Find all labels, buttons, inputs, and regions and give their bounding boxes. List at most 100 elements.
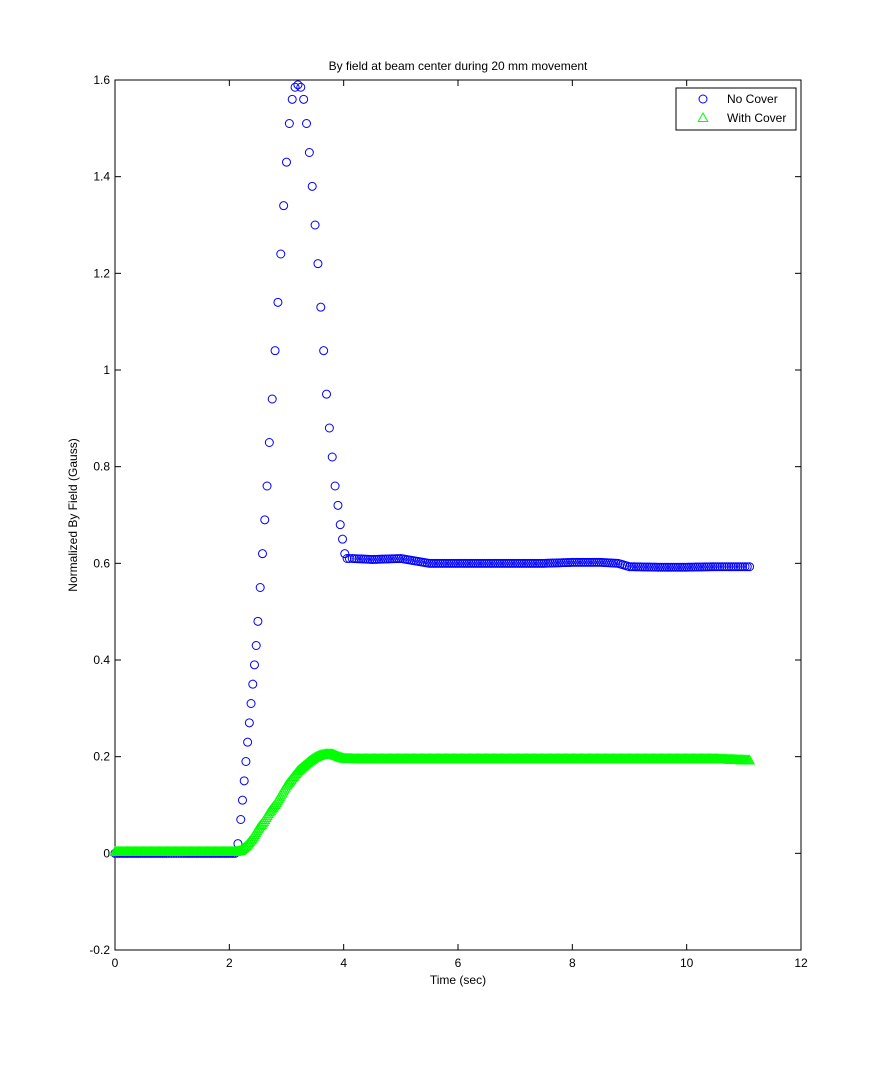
data-point bbox=[668, 562, 678, 572]
data-point bbox=[335, 520, 345, 530]
y-tick-label: 0.8 bbox=[93, 460, 110, 474]
chart-title: By field at beam center during 20 mm mov… bbox=[329, 59, 588, 73]
data-point bbox=[657, 562, 667, 572]
data-point bbox=[512, 558, 522, 568]
data-point bbox=[631, 562, 641, 572]
data-point bbox=[530, 558, 540, 568]
data-point bbox=[424, 558, 434, 568]
data-point bbox=[508, 558, 518, 568]
circle-marker-icon bbox=[698, 94, 708, 104]
data-point bbox=[523, 558, 533, 568]
data-point bbox=[457, 558, 467, 568]
data-point bbox=[330, 481, 340, 491]
data-point bbox=[695, 562, 705, 572]
data-point bbox=[433, 558, 443, 568]
data-point bbox=[706, 562, 716, 572]
data-point bbox=[244, 718, 254, 728]
data-point bbox=[682, 562, 692, 572]
data-point bbox=[310, 220, 320, 230]
data-point bbox=[427, 558, 437, 568]
data-point bbox=[697, 562, 707, 572]
data-point bbox=[501, 558, 511, 568]
x-tick-label: 2 bbox=[226, 956, 233, 970]
data-point bbox=[241, 757, 251, 766]
data-point bbox=[435, 558, 445, 568]
data-point bbox=[273, 297, 283, 307]
data-point bbox=[284, 119, 294, 128]
x-tick-label: 8 bbox=[569, 956, 576, 970]
data-point bbox=[473, 558, 483, 568]
data-point bbox=[237, 795, 247, 805]
data-point bbox=[701, 562, 711, 572]
data-point bbox=[517, 558, 527, 568]
data-point bbox=[521, 558, 531, 568]
data-point bbox=[724, 562, 734, 572]
legend-entry: With Cover bbox=[697, 111, 786, 125]
data-point bbox=[313, 259, 323, 269]
plot-area bbox=[114, 79, 802, 951]
data-point bbox=[640, 562, 650, 572]
y-tick-label: -0.2 bbox=[89, 943, 110, 957]
data-point bbox=[475, 558, 485, 568]
data-point bbox=[710, 562, 720, 572]
data-point bbox=[270, 346, 280, 356]
data-point bbox=[446, 558, 456, 568]
data-point bbox=[633, 562, 643, 572]
data-point bbox=[519, 558, 529, 568]
y-axis-label: Normalized By Field (Gauss) bbox=[66, 438, 80, 591]
data-point bbox=[429, 558, 439, 568]
data-point bbox=[655, 562, 665, 572]
x-tick-label: 12 bbox=[794, 956, 808, 970]
data-point bbox=[479, 558, 489, 568]
data-point bbox=[464, 558, 474, 568]
data-point bbox=[276, 249, 286, 259]
triangle-marker-icon bbox=[697, 111, 709, 122]
data-point bbox=[578, 557, 588, 567]
data-point bbox=[243, 737, 253, 747]
data-point bbox=[731, 562, 741, 572]
data-point bbox=[742, 562, 752, 572]
data-point bbox=[662, 562, 672, 572]
data-point bbox=[495, 558, 505, 568]
y-tick-label: 0 bbox=[103, 846, 110, 860]
data-point bbox=[743, 754, 756, 765]
data-point bbox=[440, 558, 450, 568]
data-point bbox=[506, 558, 516, 568]
data-point bbox=[319, 346, 329, 356]
data-point bbox=[572, 557, 582, 567]
data-point bbox=[627, 562, 637, 572]
data-point bbox=[653, 562, 663, 572]
data-point bbox=[324, 423, 334, 433]
data-point bbox=[738, 562, 748, 572]
data-point bbox=[745, 562, 755, 572]
data-point bbox=[583, 557, 593, 567]
data-point bbox=[251, 641, 261, 650]
data-point bbox=[333, 500, 343, 510]
data-point bbox=[322, 389, 332, 399]
data-point bbox=[482, 558, 492, 568]
data-point bbox=[236, 815, 246, 824]
data-point bbox=[462, 558, 472, 568]
data-point bbox=[299, 94, 309, 104]
data-point bbox=[679, 562, 689, 572]
data-point bbox=[287, 94, 297, 104]
data-point bbox=[239, 776, 249, 786]
data-point bbox=[442, 558, 452, 568]
data-point bbox=[497, 558, 507, 568]
data-point bbox=[646, 562, 656, 572]
data-point bbox=[499, 558, 509, 568]
data-point bbox=[690, 562, 700, 572]
data-point bbox=[684, 562, 694, 572]
data-point bbox=[594, 557, 604, 567]
y-tick-label: 0.4 bbox=[93, 653, 110, 667]
data-point bbox=[693, 562, 703, 572]
data-point bbox=[453, 558, 463, 568]
legend: No Cover With Cover bbox=[675, 87, 797, 131]
data-point bbox=[279, 201, 289, 211]
legend-label: No Cover bbox=[727, 92, 778, 106]
data-point bbox=[688, 562, 698, 572]
data-point bbox=[528, 558, 538, 568]
legend-entry: No Cover bbox=[698, 92, 778, 106]
data-point bbox=[567, 557, 577, 567]
data-point bbox=[460, 558, 470, 568]
